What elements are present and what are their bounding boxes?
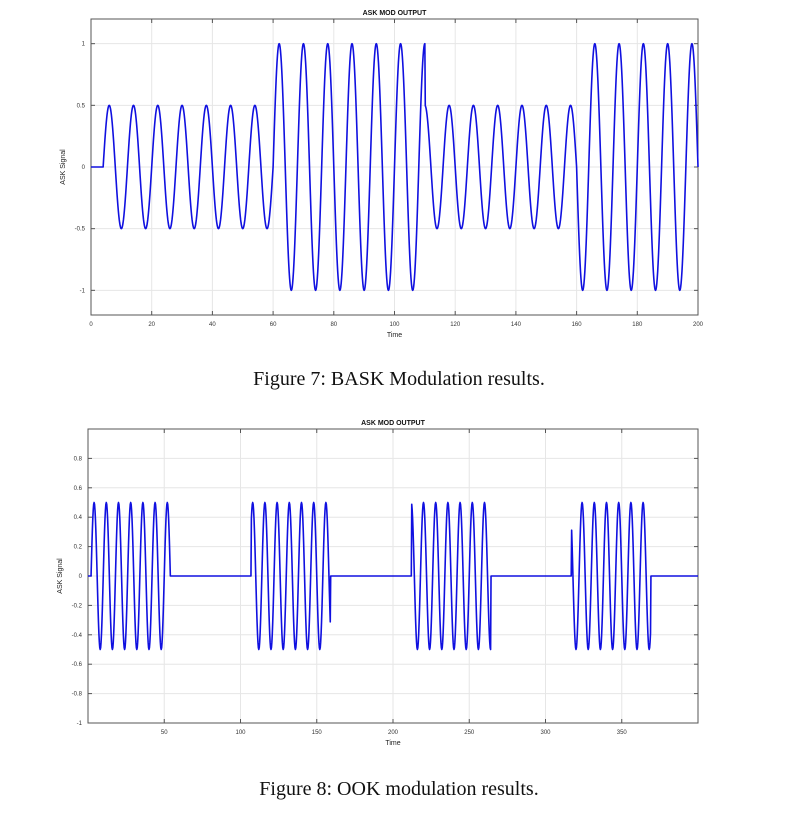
x-tick-label: 300 [540,730,551,736]
y-tick-label: -0.4 [72,633,83,639]
x-tick-label: 200 [388,730,399,736]
x-tick-label: 150 [312,730,323,736]
chart-title: ASK MOD OUTPUT [361,420,426,427]
y-tick-label: 0 [79,574,83,580]
y-tick-label: 1 [82,42,86,48]
x-axis-label: Time [387,332,402,339]
y-tick-label: -0.5 [75,227,86,233]
figure-7-chart: 0 20 40 60 80 100 120 140 160 180 200 -1 -0.5 0 0.5 1 AS… [0,0,798,345]
x-tick-label: 80 [330,322,337,328]
x-tick-label: 0 [89,322,93,328]
y-tick-label: 0.8 [74,456,83,462]
x-tick-label: 100 [389,322,400,328]
ask-signal-line [87,501,699,651]
x-tick-label: 250 [464,730,475,736]
x-tick-label: 350 [617,730,628,736]
y-tick-label: 0 [82,165,86,171]
x-tick-label: 140 [511,322,522,328]
y-tick-label: 0.2 [74,545,83,551]
x-tick-label: 160 [572,322,583,328]
x-tick-label: 20 [148,322,155,328]
y-tick-label: -0.2 [72,603,83,609]
x-tick-label: 60 [270,322,277,328]
x-tick-label: 100 [235,730,246,736]
y-tick-label: 0.6 [74,486,83,492]
y-tick-label: -1 [80,288,86,294]
figure-8-caption: Figure 8: OOK modulation results. [259,778,539,800]
axes: 0 20 40 60 80 100 120 140 160 180 200 -1 -0.5 0 0.5 1 [75,19,704,328]
x-tick-label: 40 [209,322,216,328]
ask-signal-line [90,42,699,292]
chart-title: ASK MOD OUTPUT [363,10,428,17]
y-axis-label: ASK Signal [57,558,64,594]
figure-8-chart: 50 100 150 200 250 300 350 -1 -0.8 -0.6 -0.4 -0.2 0 0… [0,408,798,753]
ook-plot: 50 100 150 200 250 300 350 -1 -0.8 -0.6 -0.4 -0.2 0 0… [57,420,699,747]
bask-plot: 0 20 40 60 80 100 120 140 160 180 200 -1 -0.5 0 0.5 1 AS… [60,10,704,339]
x-axis-label: Time [385,740,400,747]
y-tick-label: 0.5 [77,103,86,109]
y-tick-label: 0.4 [74,515,83,521]
y-axis-label: ASK Signal [60,149,67,185]
x-tick-label: 200 [693,322,704,328]
y-tick-label: -0.8 [72,692,83,698]
y-tick-label: -1 [77,721,83,727]
x-tick-label: 120 [450,322,461,328]
y-tick-label: -0.6 [72,662,83,668]
figure-7-caption: Figure 7: BASK Modulation results. [253,368,545,390]
x-tick-label: 50 [161,730,168,736]
x-tick-label: 180 [632,322,643,328]
